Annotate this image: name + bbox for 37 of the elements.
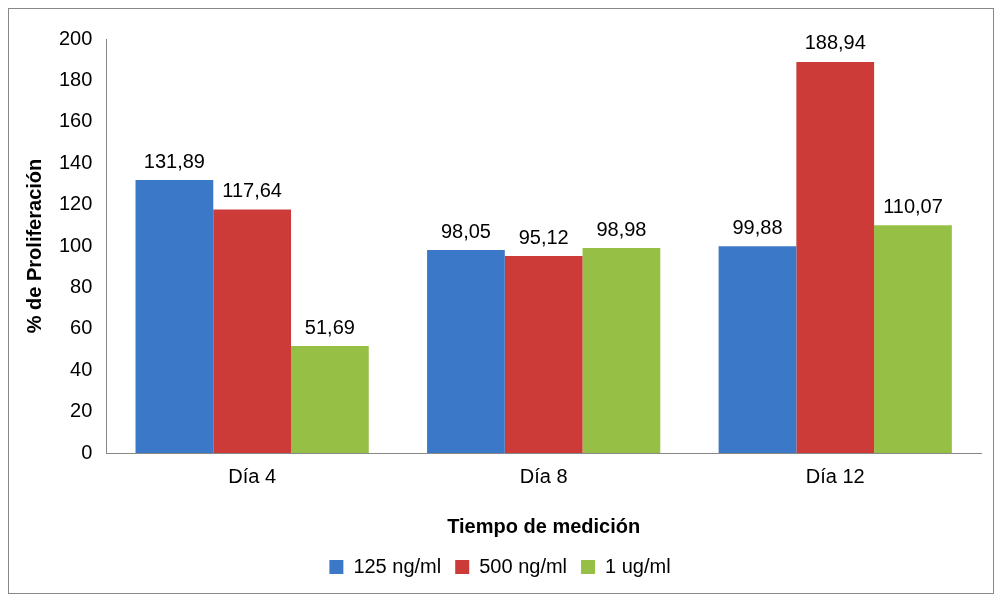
- data-label: 98,05: [440, 219, 491, 242]
- bar: [796, 61, 875, 453]
- x-tick-label: Día 4: [228, 464, 277, 487]
- bar: [582, 248, 661, 453]
- data-label: 95,12: [518, 225, 569, 248]
- y-tick-label: 0: [81, 440, 93, 463]
- bar: [135, 179, 214, 453]
- data-label: 98,98: [596, 217, 647, 240]
- y-tick-label: 200: [58, 26, 93, 49]
- legend-label: 500 ng/ml: [479, 554, 568, 577]
- y-tick-label: 20: [70, 399, 93, 422]
- bar: [874, 225, 952, 453]
- data-label: 51,69: [304, 315, 355, 338]
- x-tick-label: Día 12: [805, 464, 865, 487]
- bar: [213, 209, 292, 453]
- bar: [718, 246, 797, 453]
- data-label: 99,88: [732, 215, 783, 238]
- y-axis-title: % de Proliferación: [22, 158, 45, 334]
- bar: [504, 256, 583, 453]
- bar: [291, 346, 369, 453]
- x-tick-label: Día 8: [519, 464, 568, 487]
- x-axis-title: Tiempo de medición: [447, 514, 641, 537]
- bar: [427, 250, 505, 453]
- y-tick-label: 180: [58, 67, 93, 90]
- legend-label: 1 ug/ml: [605, 554, 671, 577]
- data-label: 131,89: [143, 149, 205, 172]
- y-tick-label: 120: [58, 192, 93, 215]
- y-tick-label: 140: [58, 150, 93, 173]
- y-tick-label: 80: [70, 274, 93, 297]
- data-label: 117,64: [222, 179, 282, 201]
- y-tick-label: 100: [58, 233, 93, 256]
- data-label: 188,94: [804, 31, 866, 54]
- data-label: 110,07: [883, 194, 943, 217]
- y-tick-label: 60: [70, 316, 93, 339]
- y-tick-label: 40: [70, 357, 93, 380]
- y-tick-label: 160: [58, 109, 93, 132]
- legend-label: 125 ng/ml: [353, 554, 442, 577]
